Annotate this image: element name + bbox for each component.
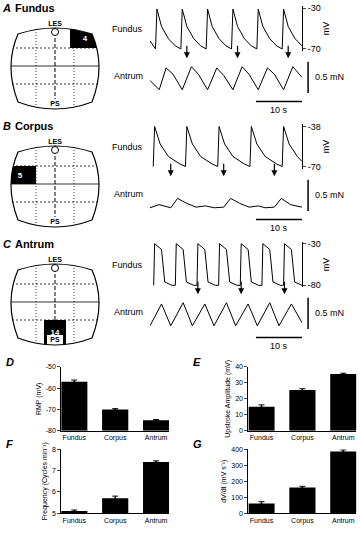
svg-text:30: 30 <box>235 379 243 386</box>
svg-text:dV/dt (mV s⁻¹): dV/dt (mV s⁻¹) <box>220 460 228 503</box>
svg-text:10 s: 10 s <box>270 223 288 233</box>
svg-text:5: 5 <box>18 171 23 180</box>
svg-text:Fundus: Fundus <box>112 24 143 34</box>
svg-text:40: 40 <box>235 363 243 370</box>
svg-text:Corpus: Corpus <box>104 434 127 442</box>
svg-text:0.5 mN: 0.5 mN <box>315 190 344 200</box>
svg-text:Antrum: Antrum <box>332 517 355 524</box>
svg-text:100: 100 <box>231 494 243 501</box>
svg-text:6: 6 <box>52 488 56 495</box>
svg-text:10: 10 <box>235 411 243 418</box>
svg-text:5: 5 <box>52 510 56 517</box>
svg-text:-80: -80 <box>308 280 321 290</box>
svg-text:Fundus: Fundus <box>112 260 143 270</box>
svg-text:Fundus: Fundus <box>63 434 87 441</box>
svg-text:F: F <box>6 438 13 450</box>
svg-text:20: 20 <box>235 395 243 402</box>
svg-text:Antrum: Antrum <box>332 434 355 441</box>
svg-text:BCorpus: BCorpus <box>3 120 53 132</box>
svg-text:Fundus: Fundus <box>250 434 274 441</box>
svg-text:14: 14 <box>51 328 60 337</box>
svg-text:-70: -70 <box>46 406 56 413</box>
svg-text:E: E <box>193 356 201 368</box>
svg-text:0.5 mN: 0.5 mN <box>315 308 344 318</box>
svg-text:-70: -70 <box>308 162 321 172</box>
svg-text:RMP (mV): RMP (mV) <box>35 383 43 416</box>
svg-text:Antrum: Antrum <box>114 307 143 317</box>
svg-text:mV: mV <box>321 140 331 154</box>
svg-text:AFundus: AFundus <box>2 2 55 14</box>
svg-text:Corpus: Corpus <box>104 517 127 525</box>
svg-text:mV: mV <box>321 258 331 272</box>
svg-text:400: 400 <box>231 446 243 453</box>
svg-text:PS: PS <box>50 100 60 107</box>
svg-text:Fundus: Fundus <box>112 142 143 152</box>
svg-text:Antrum: Antrum <box>145 517 168 524</box>
svg-text:Corpus: Corpus <box>291 517 314 525</box>
svg-text:0: 0 <box>239 510 243 517</box>
svg-text:-38: -38 <box>308 122 321 132</box>
svg-text:Fundus: Fundus <box>63 517 87 524</box>
svg-text:4: 4 <box>83 34 88 43</box>
svg-text:0.5 mN: 0.5 mN <box>315 72 344 82</box>
svg-text:-70: -70 <box>308 44 321 54</box>
svg-text:7: 7 <box>52 467 56 474</box>
svg-text:PS: PS <box>50 336 60 343</box>
svg-text:Upstroke Amplitude (mV): Upstroke Amplitude (mV) <box>224 360 232 438</box>
svg-text:Corpus: Corpus <box>291 434 314 442</box>
svg-text:LES: LES <box>48 256 62 263</box>
svg-text:Frequency (Cycles min⁻¹): Frequency (Cycles min⁻¹) <box>41 442 49 520</box>
svg-text:10 s: 10 s <box>270 105 288 115</box>
svg-text:CAntrum: CAntrum <box>3 238 54 250</box>
svg-text:G: G <box>193 438 202 450</box>
svg-text:300: 300 <box>231 462 243 469</box>
svg-text:-60: -60 <box>46 385 56 392</box>
svg-text:Fundus: Fundus <box>250 517 274 524</box>
svg-text:LES: LES <box>48 138 62 145</box>
svg-text:Antrum: Antrum <box>145 434 168 441</box>
svg-text:0: 0 <box>239 427 243 434</box>
svg-text:-80: -80 <box>46 427 56 434</box>
svg-text:PS: PS <box>50 218 60 225</box>
svg-text:Antrum: Antrum <box>114 71 143 81</box>
svg-text:D: D <box>6 356 14 368</box>
svg-text:-50: -50 <box>46 363 56 370</box>
svg-text:-30: -30 <box>308 3 321 13</box>
svg-text:LES: LES <box>48 20 62 27</box>
svg-text:mV: mV <box>321 22 331 36</box>
svg-text:8: 8 <box>52 446 56 453</box>
svg-text:10 s: 10 s <box>270 341 288 351</box>
svg-text:Antrum: Antrum <box>114 189 143 199</box>
svg-text:-30: -30 <box>308 239 321 249</box>
svg-text:200: 200 <box>231 478 243 485</box>
